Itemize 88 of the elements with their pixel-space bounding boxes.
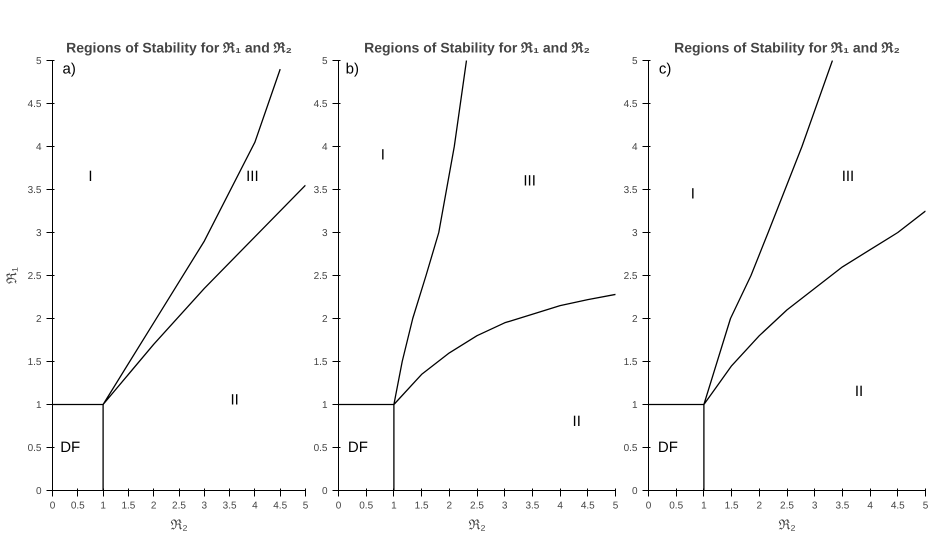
x-axis-title: ℜ₂ bbox=[468, 516, 486, 532]
y-tick-label: 1.5 bbox=[28, 357, 42, 368]
y-tick-label: 3 bbox=[322, 228, 328, 239]
y-tick-label: 0.5 bbox=[624, 443, 638, 454]
annotation: III bbox=[523, 172, 536, 190]
x-tick-label: 3 bbox=[502, 500, 508, 512]
x-tick-label: 1.5 bbox=[724, 500, 739, 512]
y-tick-label: 3 bbox=[36, 228, 42, 239]
y-tick-label: 1 bbox=[632, 400, 638, 411]
x-tick-label: 3.5 bbox=[835, 500, 850, 512]
annotation: III bbox=[246, 168, 259, 186]
x-tick-label: 4 bbox=[867, 500, 874, 512]
x-tick-label: 4.5 bbox=[890, 500, 906, 512]
y-tick-label: 2.5 bbox=[314, 271, 328, 282]
y-tick-label: 4 bbox=[36, 142, 42, 153]
annotation: II bbox=[854, 383, 864, 400]
y-tick-label: 4.5 bbox=[314, 99, 328, 110]
y-tick-label: 3.5 bbox=[624, 185, 638, 196]
y-axis-title: ℜ₁ bbox=[4, 266, 20, 284]
x-tick-label: 0 bbox=[336, 500, 342, 512]
x-tick-label: 3.5 bbox=[525, 500, 540, 512]
x-tick-label: 2.5 bbox=[172, 500, 186, 512]
x-tick-label: 2 bbox=[150, 500, 157, 512]
chart-title: Regions of Stability for ℜ₁ and ℜ₂ bbox=[674, 40, 900, 56]
chart-title: Regions of Stability for ℜ₁ and ℜ₂ bbox=[66, 40, 292, 56]
annotation: DF bbox=[60, 439, 80, 456]
x-axis-title: ℜ₂ bbox=[170, 516, 188, 532]
x-tick-label: 4.5 bbox=[273, 500, 288, 512]
y-tick-label: 5 bbox=[322, 56, 328, 67]
x-tick-label: 5 bbox=[922, 500, 929, 512]
x-tick-label: 0 bbox=[646, 500, 652, 512]
x-tick-label: 1 bbox=[701, 500, 708, 512]
x-tick-label: 4 bbox=[252, 500, 258, 512]
y-tick-label: 0 bbox=[36, 486, 42, 497]
x-tick-label: 0.5 bbox=[669, 500, 684, 512]
x-axis-title: ℜ₂ bbox=[778, 516, 796, 532]
y-tick-label: 2 bbox=[322, 314, 328, 325]
y-tick-label: 2.5 bbox=[28, 271, 42, 282]
y-tick-label: 5 bbox=[36, 56, 42, 67]
x-tick-label: 0 bbox=[50, 500, 56, 512]
y-tick-label: 0 bbox=[632, 486, 638, 497]
x-tick-label: 2.5 bbox=[470, 500, 484, 512]
y-tick-label: 1 bbox=[322, 400, 328, 411]
y-tick-label: 2 bbox=[36, 314, 42, 325]
y-tick-label: 1.5 bbox=[624, 357, 638, 368]
y-tick-label: 3.5 bbox=[314, 185, 328, 196]
y-tick-label: 4.5 bbox=[28, 99, 42, 110]
y-tick-label: 4.5 bbox=[624, 99, 638, 110]
y-tick-label: 3 bbox=[632, 228, 638, 239]
x-tick-label: 0.5 bbox=[70, 500, 86, 512]
annotation: c) bbox=[658, 60, 672, 78]
x-tick-label: 2 bbox=[756, 500, 763, 512]
x-tick-label: 1 bbox=[100, 500, 106, 512]
x-tick-label: 1.5 bbox=[414, 500, 429, 512]
annotation: DF bbox=[658, 439, 678, 456]
chart-title: Regions of Stability for ℜ₁ and ℜ₂ bbox=[364, 40, 590, 56]
annotation: II bbox=[572, 413, 581, 430]
x-tick-label: 1 bbox=[391, 500, 398, 512]
y-tick-label: 0 bbox=[322, 486, 328, 497]
x-tick-label: 2.5 bbox=[780, 500, 794, 512]
x-tick-label: 3 bbox=[812, 500, 818, 512]
y-tick-label: 1 bbox=[36, 400, 42, 411]
x-tick-label: 5 bbox=[612, 500, 619, 512]
annotation: I bbox=[88, 168, 93, 186]
y-tick-label: 0.5 bbox=[28, 443, 42, 454]
annotation: a) bbox=[62, 60, 76, 78]
y-tick-label: 2.5 bbox=[624, 271, 638, 282]
y-tick-label: 1.5 bbox=[314, 357, 328, 368]
annotation: I bbox=[380, 146, 385, 164]
y-tick-label: 5 bbox=[632, 56, 638, 67]
y-tick-label: 2 bbox=[632, 314, 638, 325]
x-tick-label: 4 bbox=[557, 500, 564, 512]
annotation: I bbox=[690, 185, 695, 202]
x-tick-label: 1.5 bbox=[121, 500, 136, 512]
x-tick-label: 0.5 bbox=[359, 500, 374, 512]
x-tick-label: 3.5 bbox=[222, 500, 237, 512]
annotation: b) bbox=[346, 60, 360, 78]
x-tick-label: 5 bbox=[302, 500, 309, 512]
annotation: III bbox=[842, 168, 854, 186]
y-tick-label: 3.5 bbox=[28, 185, 42, 196]
annotation: II bbox=[230, 392, 239, 409]
annotation: DF bbox=[348, 439, 368, 456]
y-tick-label: 4 bbox=[632, 142, 638, 153]
y-tick-label: 4 bbox=[322, 142, 328, 153]
x-tick-label: 3 bbox=[202, 500, 208, 512]
y-tick-label: 0.5 bbox=[314, 443, 328, 454]
x-tick-label: 2 bbox=[446, 500, 453, 512]
x-tick-label: 4.5 bbox=[580, 500, 596, 512]
